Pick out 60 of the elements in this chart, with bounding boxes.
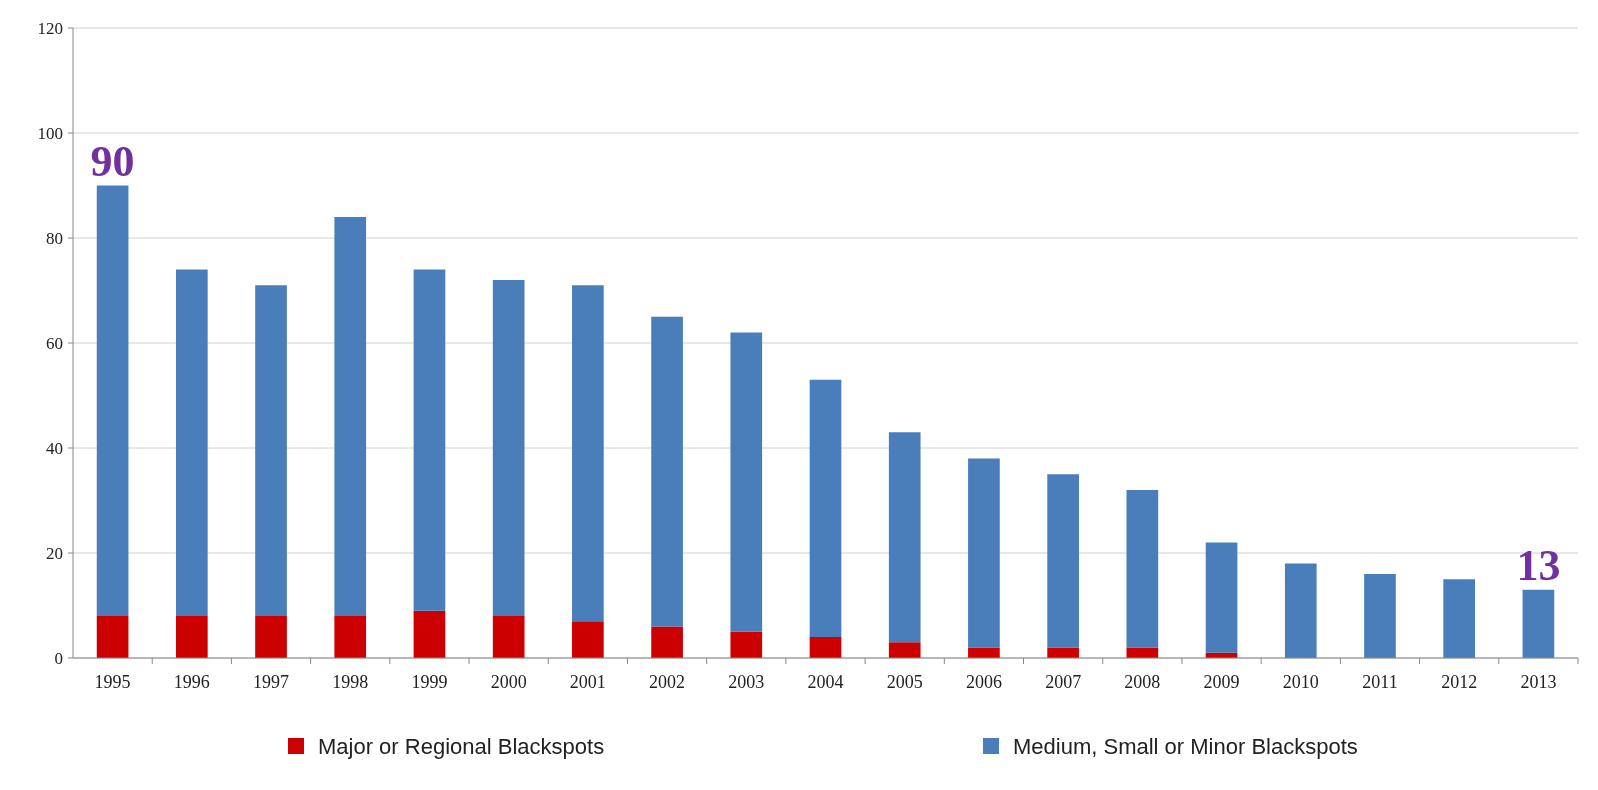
- x-tick-label: 2004: [807, 672, 844, 692]
- x-tick-label: 2002: [649, 672, 686, 692]
- x-tick-label: 1996: [173, 672, 210, 692]
- x-tick-label: 1998: [332, 672, 369, 692]
- bar: [334, 616, 367, 658]
- y-tick-label: 60: [46, 333, 63, 353]
- x-tick-label: 1997: [253, 672, 290, 692]
- y-tick-label: 20: [46, 543, 63, 563]
- legend-label: Major or Regional Blackspots: [318, 733, 605, 759]
- y-tick-label: 80: [46, 228, 63, 248]
- bar: [651, 316, 683, 627]
- bar: [888, 432, 921, 643]
- x-tick-label: 2003: [728, 672, 765, 692]
- y-tick-label: 0: [54, 648, 63, 668]
- bar: [1126, 490, 1159, 648]
- bar: [1364, 574, 1396, 658]
- bar: [1047, 474, 1079, 648]
- x-tick-label: 2000: [490, 672, 527, 692]
- bar: [96, 616, 129, 658]
- bar: [175, 616, 208, 658]
- x-tick-label: 2012: [1441, 672, 1478, 692]
- bar: [96, 185, 129, 616]
- x-tick-label: 1995: [94, 672, 131, 692]
- bar: [255, 285, 287, 616]
- bar: [413, 610, 446, 658]
- bar: [730, 631, 763, 658]
- x-tick-label: 2001: [569, 672, 606, 692]
- bar: [413, 269, 446, 611]
- legend-label: Medium, Small or Minor Blackspots: [1013, 733, 1358, 759]
- bar: [255, 616, 287, 658]
- x-tick-label: 2011: [1362, 672, 1398, 692]
- bar: [809, 379, 842, 637]
- bar: [1522, 589, 1555, 658]
- x-tick-label: 2010: [1282, 672, 1319, 692]
- bar: [651, 626, 683, 658]
- bar: [888, 642, 921, 658]
- bar: [334, 217, 367, 616]
- bar: [1284, 563, 1317, 658]
- annotation: 90: [90, 136, 135, 186]
- bar: [492, 280, 525, 616]
- bar: [572, 285, 604, 622]
- bar: [175, 269, 208, 616]
- bar: [572, 621, 604, 658]
- bar: [1443, 579, 1476, 658]
- annotation: 13: [1516, 540, 1561, 590]
- bar: [968, 458, 1000, 648]
- bar: [1205, 542, 1238, 653]
- x-tick-label: 2007: [1045, 672, 1082, 692]
- x-tick-label: 2013: [1520, 672, 1557, 692]
- bar: [809, 637, 842, 658]
- x-tick-label: 2008: [1124, 672, 1161, 692]
- x-tick-label: 1999: [411, 672, 448, 692]
- bar: [730, 332, 763, 632]
- bar: [492, 616, 525, 658]
- y-tick-label: 40: [46, 438, 63, 458]
- x-tick-label: 2009: [1203, 672, 1240, 692]
- y-tick-label: 100: [37, 123, 63, 143]
- x-tick-label: 2006: [965, 672, 1002, 692]
- x-tick-label: 2005: [886, 672, 923, 692]
- y-tick-label: 120: [37, 18, 63, 38]
